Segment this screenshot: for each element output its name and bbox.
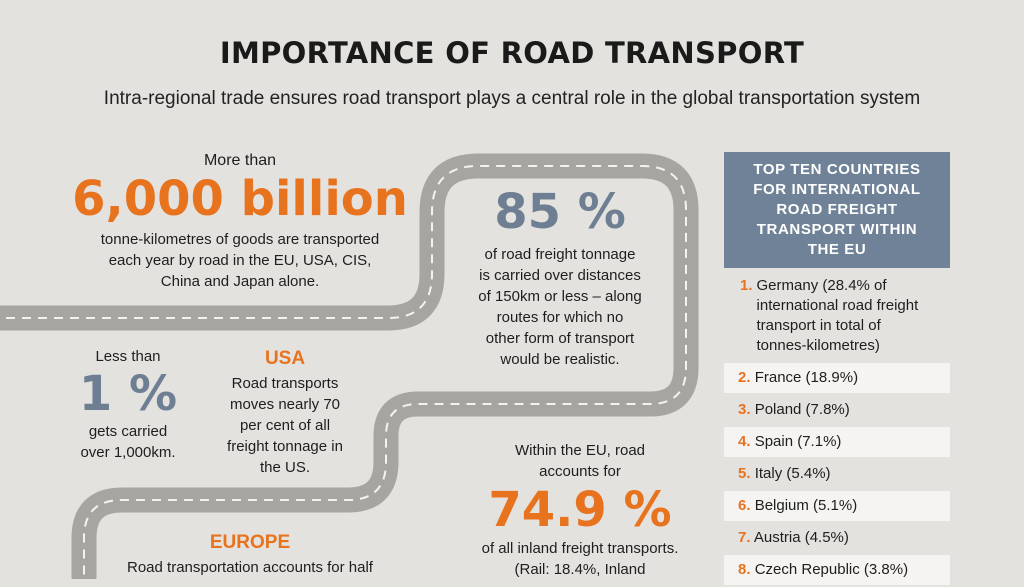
stat-749-value: 74.9 % <box>488 482 672 538</box>
top-ten-panel-header: TOP TEN COUNTRIES FOR INTERNATIONAL ROAD… <box>724 152 950 268</box>
stat-6000-desc-line: China and Japan alone. <box>160 273 320 290</box>
list-item-number: 3. <box>738 401 751 418</box>
list-item: 6. Belgium (5.1%) <box>724 491 950 521</box>
europe-desc-line: Road transportation accounts for half <box>127 559 373 576</box>
usa-desc-line: freight tonnage in <box>227 438 343 455</box>
usa-desc-line: per cent of all <box>239 417 331 434</box>
stat-1-desc-line: gets carried <box>88 423 168 440</box>
list-item-text: Austria (4.5%) <box>753 529 849 546</box>
list-item: 8. Czech Republic (3.8%) <box>724 555 950 585</box>
page-title: IMPORTANCE OF ROAD TRANSPORT <box>219 36 805 70</box>
list-item-number: 5. <box>738 465 751 482</box>
usa-desc-line: Road transports <box>231 375 339 392</box>
list-item: 4. Spain (7.1%) <box>724 427 950 457</box>
stat-85-desc-line: routes for which no <box>496 309 624 326</box>
list-item-number: 2. <box>738 369 751 386</box>
usa-desc-line: the US. <box>259 459 311 476</box>
stat-6000-pre: More than <box>203 152 277 169</box>
usa-block: USA Road transports moves nearly 70 per … <box>205 348 365 478</box>
list-item: 2. France (18.9%) <box>724 363 950 393</box>
list-item-text: tonnes-kilometres) <box>756 337 880 354</box>
list-item-number: 8. <box>738 561 751 578</box>
list-item-text: Germany (28.4% of <box>756 277 887 294</box>
europe-heading: EUROPE <box>209 532 291 553</box>
list-item: 7. Austria (4.5%) <box>724 523 950 553</box>
stat-85-desc-line: of 150km or less – along <box>478 288 642 305</box>
list-item-text: transport in total of <box>756 317 881 334</box>
list-item-number: 4. <box>738 433 751 450</box>
page-subtitle: Intra-regional trade ensures road transp… <box>103 88 921 109</box>
list-item-text: Poland (7.8%) <box>754 401 850 418</box>
stat-85-desc-line: other form of transport <box>485 330 635 347</box>
stat-85-desc-line: is carried over distances <box>479 267 641 284</box>
list-item: 1. Germany (28.4% of international road … <box>724 271 950 361</box>
stat-749-block: Within the EU, road accounts for 74.9 % … <box>462 440 698 580</box>
top-ten-country-list: 1. Germany (28.4% of international road … <box>724 271 950 587</box>
stat-749-pre-line: Within the EU, road <box>514 442 646 459</box>
panel-header-line: TOP TEN COUNTRIES <box>753 161 921 178</box>
list-item-text: Spain (7.1%) <box>754 433 842 450</box>
stat-85-desc-line: would be realistic. <box>500 351 620 368</box>
stat-6000-desc-line: each year by road in the EU, USA, CIS, <box>108 252 372 269</box>
stat-6000-desc-line: tonne-kilometres of goods are transporte… <box>100 231 380 248</box>
stat-749-pre-line: accounts for <box>539 463 621 480</box>
stat-1-pre: Less than <box>95 348 161 365</box>
stat-1-value: 1 % <box>78 366 178 422</box>
panel-header-line: TRANSPORT WITHIN <box>756 221 918 238</box>
list-item-number: 6. <box>738 497 751 514</box>
stat-6000-value: 6,000 billion <box>72 171 408 227</box>
stat-6000-block: More than 6,000 billion tonne-kilometres… <box>70 150 410 292</box>
stat-85-value: 85 % <box>494 184 626 240</box>
list-item-text: Belgium (5.1%) <box>754 497 858 514</box>
panel-header-line: THE EU <box>807 241 867 258</box>
stat-749-desc-line: of all inland freight transports. <box>481 540 679 557</box>
panel-header-line: FOR INTERNATIONAL <box>753 181 921 198</box>
list-item: 3. Poland (7.8%) <box>724 395 950 425</box>
stat-749-desc-line: (Rail: 18.4%, Inland <box>514 561 646 578</box>
list-item-text: Italy (5.4%) <box>754 465 831 482</box>
list-item-number: 1. <box>740 277 753 294</box>
panel-header-line: ROAD FREIGHT <box>776 201 898 218</box>
europe-block: EUROPE Road transportation accounts for … <box>100 532 400 578</box>
list-item-text: Czech Republic (3.8%) <box>754 561 909 578</box>
list-item-text: France (18.9%) <box>754 369 859 386</box>
stat-85-desc-line: of road freight tonnage <box>484 246 636 263</box>
list-item-text: international road freight <box>756 297 919 314</box>
stat-1-block: Less than 1 % gets carried over 1,000km. <box>58 346 198 463</box>
list-item: 5. Italy (5.4%) <box>724 459 950 489</box>
list-item-number: 7. <box>738 529 751 546</box>
usa-heading: USA <box>264 348 306 369</box>
stat-85-block: 85 % of road freight tonnage is carried … <box>455 186 665 370</box>
usa-desc-line: moves nearly 70 <box>229 396 341 413</box>
stat-1-desc-line: over 1,000km. <box>80 444 176 461</box>
